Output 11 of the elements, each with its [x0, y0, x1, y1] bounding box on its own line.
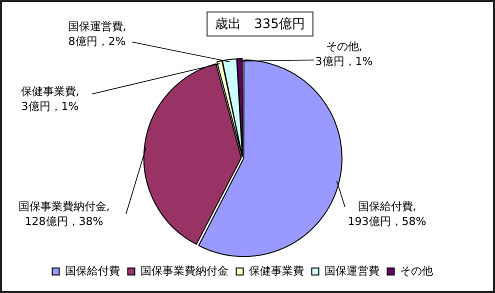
data-label: その他, 3億円，1%: [315, 40, 373, 68]
legend-label: 国保給付費: [64, 264, 120, 278]
legend-label: その他: [400, 264, 433, 278]
legend-label: 国保事業費納付金: [140, 264, 228, 278]
data-label: 国保運営費, 8億円，2%: [68, 20, 126, 48]
data-label: 国保事業費納付金, 128億円，38%: [18, 200, 110, 228]
data-label: 国保給付費, 193億円，58%: [348, 200, 426, 228]
legend-label: 国保運営費: [324, 264, 380, 278]
data-label: 保健事業費, 3億円，1%: [20, 84, 80, 113]
legend-label: 保健事業費: [248, 264, 304, 278]
chart-title: 歳出 335億円: [215, 16, 305, 32]
